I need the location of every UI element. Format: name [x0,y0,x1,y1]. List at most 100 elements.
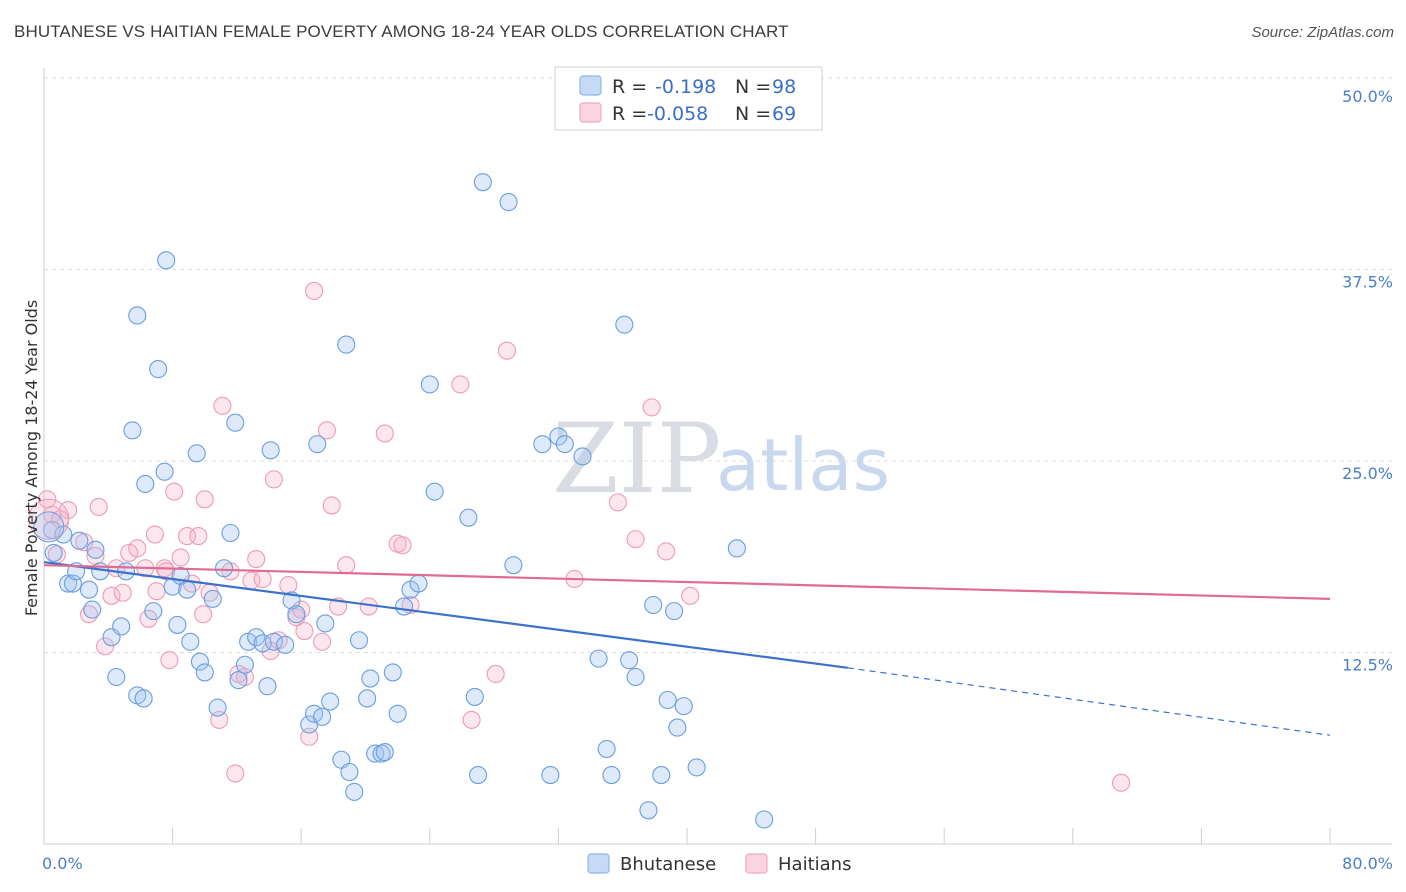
point-bhutanese [134,689,153,708]
point-bhutanese [420,375,439,394]
point-bhutanese [375,743,394,762]
point-bhutanese [235,655,254,674]
point-bhutanese [190,652,209,671]
bottom-legend-label-haitians: Haitians [778,854,851,875]
x-tick-label-max: 80.0% [1342,854,1393,873]
point-bhutanese [258,677,277,696]
point-haitians [451,375,470,394]
legend-n-label-2: N = [735,103,771,125]
point-bhutanese [226,413,245,432]
point-bhutanese [208,698,227,717]
point-bhutanese [44,543,63,562]
point-bhutanese [337,335,356,354]
point-bhutanese [128,306,147,325]
watermark-zip: ZIP [552,403,721,515]
point-haitians [160,651,179,670]
point-bhutanese [308,435,327,454]
point-bhutanese [383,663,402,682]
point-bhutanese [86,540,105,559]
point-haitians [264,470,283,489]
point-haitians [608,493,627,512]
source-label: Source: ZipAtlas.com [1251,24,1394,41]
point-bhutanese [425,482,444,501]
point-haitians [462,710,481,729]
point-haitians [102,586,121,605]
data-points [28,173,1131,829]
point-bhutanese [499,193,518,212]
point-bhutanese [665,602,684,621]
point-bhutanese [178,580,197,599]
point-bhutanese [214,559,234,578]
point-haitians [295,622,314,641]
point-bhutanese [541,766,560,785]
y-tick-label: 50.0% [1342,87,1393,106]
point-bhutanese [533,435,552,454]
point-haitians [642,398,661,417]
point-haitians [189,527,208,546]
point-haitians [195,490,214,509]
point-bhutanese [372,744,391,763]
point-haitians [96,637,115,656]
chart-title: BHUTANESE VS HAITIAN FEMALE POVERTY AMON… [14,22,789,41]
point-haitians [194,605,213,624]
point-bhutanese [168,615,187,634]
point-bhutanese [221,523,240,543]
legend-n-label-1: N = [735,76,771,98]
point-bhutanese [83,600,102,619]
point-haitians [247,549,266,569]
bottom-legend-label-bhutanese: Bhutanese [620,854,716,875]
trend-line-bhutanese-extrapolated [847,667,1331,736]
point-bhutanese [620,651,639,670]
point-haitians [89,497,108,517]
point-bhutanese-cluster [33,511,65,543]
point-haitians [226,764,245,783]
point-bhutanese [149,360,168,379]
watermark: ZIP atlas [552,403,890,515]
point-bhutanese [409,574,428,593]
trend-line-bhutanese [43,561,848,669]
point-bhutanese [639,801,658,820]
point-bhutanese [555,435,574,454]
point-bhutanese [264,632,283,651]
point-bhutanese [573,447,592,466]
point-haitians [305,281,324,300]
point-bhutanese [345,782,364,801]
legend-r-label-2: R = [612,103,647,125]
point-bhutanese [473,173,492,192]
point-bhutanese [626,667,645,687]
trend-line-haitians [43,564,1331,600]
point-haitians [113,583,132,602]
point-bhutanese [350,631,369,650]
legend-n-value-1: 98 [772,76,796,98]
point-bhutanese [253,634,272,653]
legend: R = -0.198 N = 98 R = -0.058 N = 69 [554,66,823,131]
point-bhutanese [644,595,663,615]
point-bhutanese [261,441,280,460]
point-bhutanese [755,810,774,829]
point-bhutanese [597,739,616,759]
point-bhutanese [340,762,359,782]
point-haitians [486,664,505,683]
point-haitians [681,586,700,605]
point-bhutanese [203,589,222,608]
point-bhutanese [195,663,214,682]
point-haitians [393,536,412,555]
point-bhutanese [549,427,568,446]
point-bhutanese [144,602,163,621]
point-bhutanese [615,315,634,334]
point-bhutanese [316,614,335,633]
point-bhutanese [652,766,671,785]
point-haitians [317,421,336,440]
point-bhutanese [187,444,206,463]
point-haitians [171,548,190,567]
point-haitians [497,341,517,360]
bottom-legend-swatch-haitians [745,853,768,874]
point-haitians [375,424,394,443]
point-bhutanese [181,632,200,651]
y-tick-label: 25.0% [1342,464,1393,483]
watermark-atlas: atlas [716,423,890,507]
y-axis-title: Female Poverty Among 18-24 Year Olds [22,300,41,616]
point-haitians [1111,773,1131,792]
point-bhutanese [229,671,248,690]
